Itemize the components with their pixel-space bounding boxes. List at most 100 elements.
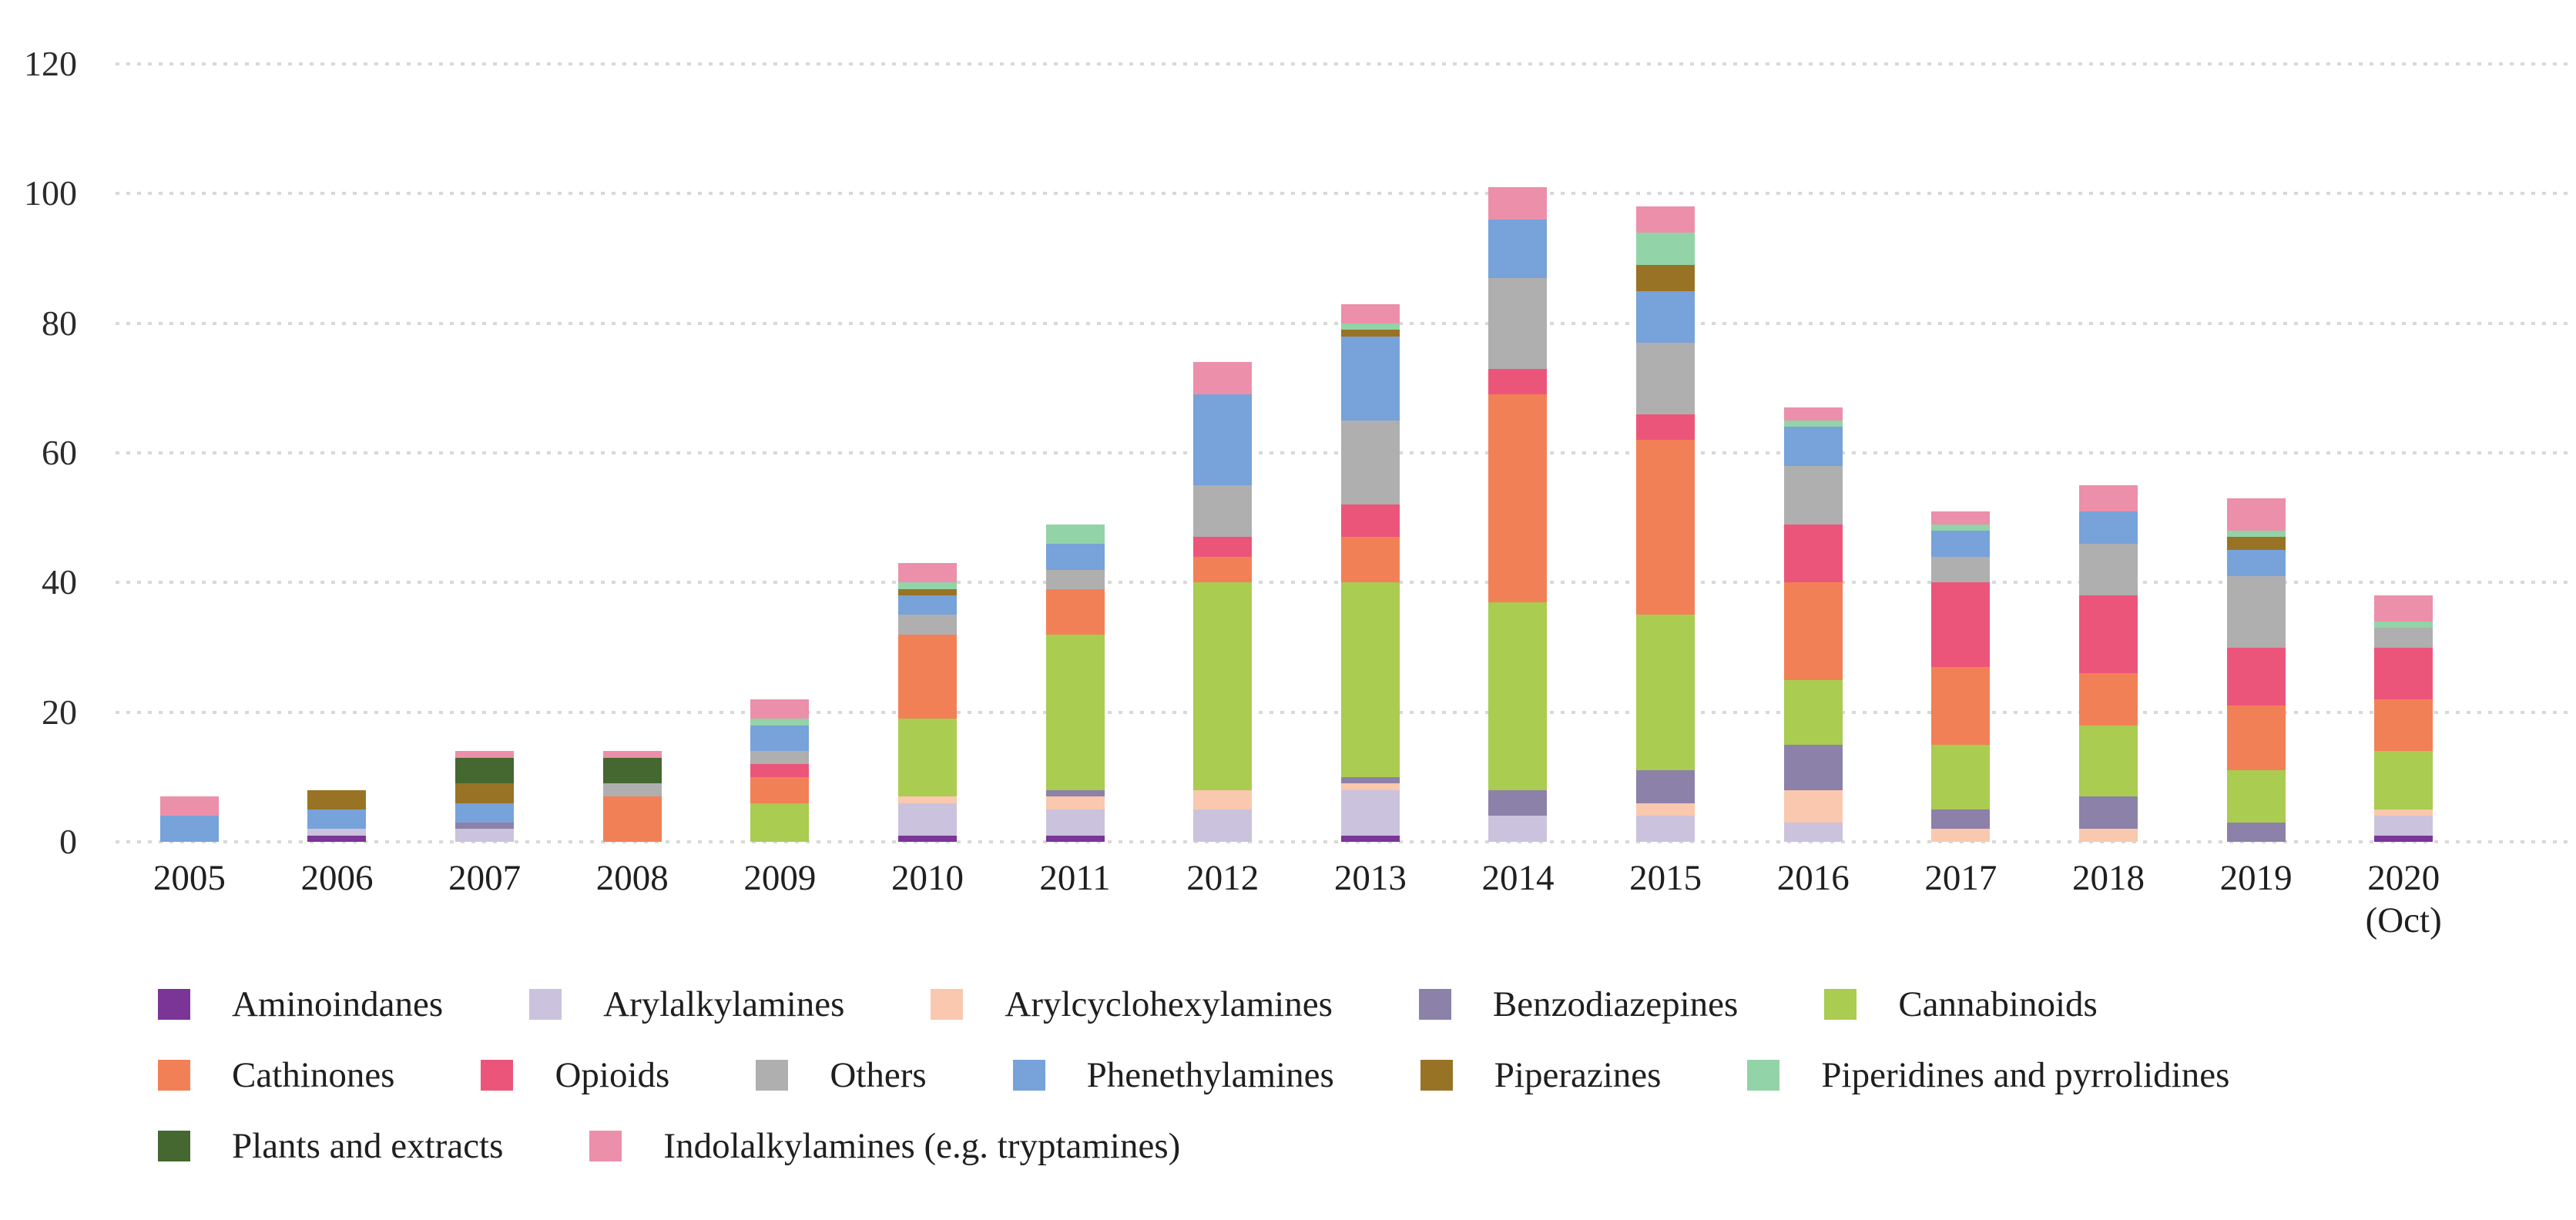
- legend-item-arylcyclohexylamines: Arylcyclohexylamines: [931, 984, 1333, 1025]
- stacked-bar-2006: [307, 789, 367, 842]
- bar-segment-cannabinoids: [897, 719, 957, 797]
- bar-segment-indolalkylamines-e-g-tryptamines: [159, 796, 219, 816]
- x-axis-label-2012: 2012: [1149, 857, 1296, 943]
- gridline-120: [116, 62, 2570, 66]
- bar-segment-piperazines: [307, 789, 367, 809]
- bar-segment-opioids: [1783, 524, 1843, 583]
- bar-segment-arylalkylamines: [455, 829, 515, 842]
- legend-item-opioids: Opioids: [481, 1054, 669, 1096]
- bar-column-2009: [706, 64, 854, 842]
- stacked-bar-2014: [1488, 186, 1548, 842]
- bar-segment-cathinones: [1193, 556, 1253, 583]
- bar-segment-others: [2078, 543, 2138, 596]
- legend-swatch-opioids: [481, 1060, 514, 1091]
- bar-segment-benzodiazepines: [1045, 789, 1105, 797]
- bar-segment-cathinones: [1636, 440, 1696, 615]
- bar-column-2014: [1444, 64, 1592, 842]
- bar-segment-piperazines: [2226, 537, 2286, 551]
- bar-segment-phenethylamines: [750, 725, 810, 752]
- legend-label: Piperazines: [1494, 1055, 1662, 1095]
- bar-segment-piperidines-and-pyrrolidines: [1340, 323, 1400, 330]
- legend-swatch-benzodiazepines: [1418, 989, 1451, 1020]
- legend-row-3: Plants and extracts Indolalkylamines (e.g…: [158, 1111, 2316, 1181]
- legend-swatch-cannabinoids: [1824, 989, 1857, 1020]
- bar-segment-arylcyclohexylamines: [897, 796, 957, 803]
- bar-segment-others: [1931, 556, 1991, 583]
- bar-segment-piperidines-and-pyrrolidines: [1783, 420, 1843, 427]
- legend-item-cannabinoids: Cannabinoids: [1824, 984, 2098, 1025]
- bar-segment-others: [750, 751, 810, 765]
- bar-segment-cannabinoids: [2078, 725, 2138, 797]
- legend-label: Cannabinoids: [1898, 984, 2098, 1024]
- x-axis-label-2008: 2008: [558, 857, 706, 943]
- bar-column-2018: [2034, 64, 2182, 842]
- legend-label: Benzodiazepines: [1492, 984, 1739, 1024]
- bar-segment-indolalkylamines-e-g-tryptamines: [2226, 498, 2286, 531]
- bar-column-2015: [1592, 64, 1739, 842]
- x-axis-label-text: 2012: [1186, 858, 1259, 898]
- legend-swatch-piperidines-and-pyrrolidines: [1747, 1060, 1780, 1091]
- legend-item-benzodiazepines: Benzodiazepines: [1418, 984, 1739, 1025]
- bar-segment-arylalkylamines: [1193, 809, 1253, 842]
- x-axis-label-text: 2010: [891, 858, 964, 898]
- legend-label: Indolalkylamines (e.g. tryptamines): [663, 1126, 1181, 1166]
- bar-segment-cannabinoids: [1488, 602, 1548, 790]
- bar-segment-indolalkylamines-e-g-tryptamines: [1783, 407, 1843, 421]
- bar-segment-phenethylamines: [455, 803, 515, 823]
- legend-swatch-arylalkylamines: [529, 989, 562, 1020]
- bar-segment-phenethylamines: [1193, 394, 1253, 486]
- bar-column-2017: [1887, 64, 2035, 842]
- bar-segment-cathinones: [2078, 673, 2138, 726]
- legend-item-cathinones: Cathinones: [158, 1054, 394, 1096]
- bar-segment-piperidines-and-pyrrolidines: [1045, 524, 1105, 544]
- bar-segment-cathinones: [750, 776, 810, 803]
- bar-segment-aminoindanes: [1045, 835, 1105, 842]
- legend-label: Piperidines and pyrrolidines: [1821, 1055, 2230, 1095]
- legend: Aminoindanes Arylalkylamines Arylcyclohexy…: [158, 969, 2316, 1181]
- legend-label: Cathinones: [232, 1055, 395, 1095]
- y-axis-tick-label: 40: [42, 562, 77, 602]
- bar-segment-piperidines-and-pyrrolidines: [750, 719, 810, 726]
- bar-segment-arylalkylamines: [1340, 789, 1400, 836]
- legend-item-others: Others: [756, 1054, 927, 1096]
- bar-segment-piperazines: [455, 783, 515, 803]
- x-axis-label-2020: 2020 (Oct): [2329, 857, 2477, 943]
- bar-segment-opioids: [2374, 647, 2433, 699]
- bar-segment-opioids: [1931, 582, 1991, 667]
- bar-column-2006: [263, 64, 411, 842]
- legend-swatch-indolalkylamines-e-g-tryptamines: [589, 1131, 622, 1161]
- x-axis-label-text: 2008: [595, 858, 669, 898]
- bar-segment-phenethylamines: [897, 595, 957, 615]
- bar-segment-arylcyclohexylamines: [1340, 783, 1400, 790]
- legend-label: Plants and extracts: [232, 1126, 504, 1166]
- bar-segment-opioids: [1193, 537, 1253, 557]
- legend-swatch-aminoindanes: [158, 989, 190, 1020]
- bar-segment-phenethylamines: [307, 809, 367, 830]
- bar-segment-arylalkylamines: [307, 829, 367, 836]
- bar-segment-benzodiazepines: [2078, 796, 2138, 830]
- bar-segment-phenethylamines: [1783, 427, 1843, 466]
- stacked-bar-2018: [2078, 485, 2138, 842]
- bar-column-2016: [1739, 64, 1887, 842]
- bar-segment-phenethylamines: [1488, 220, 1548, 278]
- legend-row-1: Aminoindanes Arylalkylamines Arylcyclohexy…: [158, 969, 2316, 1040]
- x-axis-label-text: 2014: [1481, 858, 1555, 898]
- legend-item-aminoindanes: Aminoindanes: [158, 984, 443, 1025]
- bar-segment-aminoindanes: [897, 835, 957, 842]
- legend-label: Phenethylamines: [1086, 1055, 1334, 1095]
- stacked-bar-2013: [1340, 303, 1400, 842]
- bar-segment-cathinones: [1783, 582, 1843, 680]
- bar-column-2007: [411, 64, 558, 842]
- x-axis-label-text: 2011: [1039, 858, 1111, 898]
- bars-layer: [116, 64, 2477, 842]
- bar-segment-arylalkylamines: [1488, 816, 1548, 842]
- bar-column-2013: [1296, 64, 1444, 842]
- bar-segment-piperidines-and-pyrrolidines: [2226, 531, 2286, 538]
- x-axis-label-text: 2016: [1776, 858, 1850, 898]
- stacked-bar-2020: [2374, 595, 2433, 842]
- bar-segment-piperidines-and-pyrrolidines: [1931, 524, 1991, 531]
- bar-segment-benzodiazepines: [1931, 809, 1991, 830]
- x-axis-label-text: 2018: [2071, 858, 2145, 898]
- bar-segment-others: [1193, 485, 1253, 538]
- bar-segment-indolalkylamines-e-g-tryptamines: [1488, 186, 1548, 220]
